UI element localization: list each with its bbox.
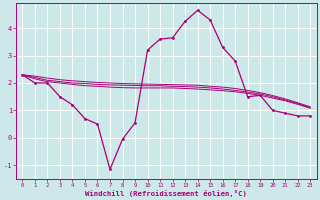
X-axis label: Windchill (Refroidissement éolien,°C): Windchill (Refroidissement éolien,°C) [85,190,247,197]
